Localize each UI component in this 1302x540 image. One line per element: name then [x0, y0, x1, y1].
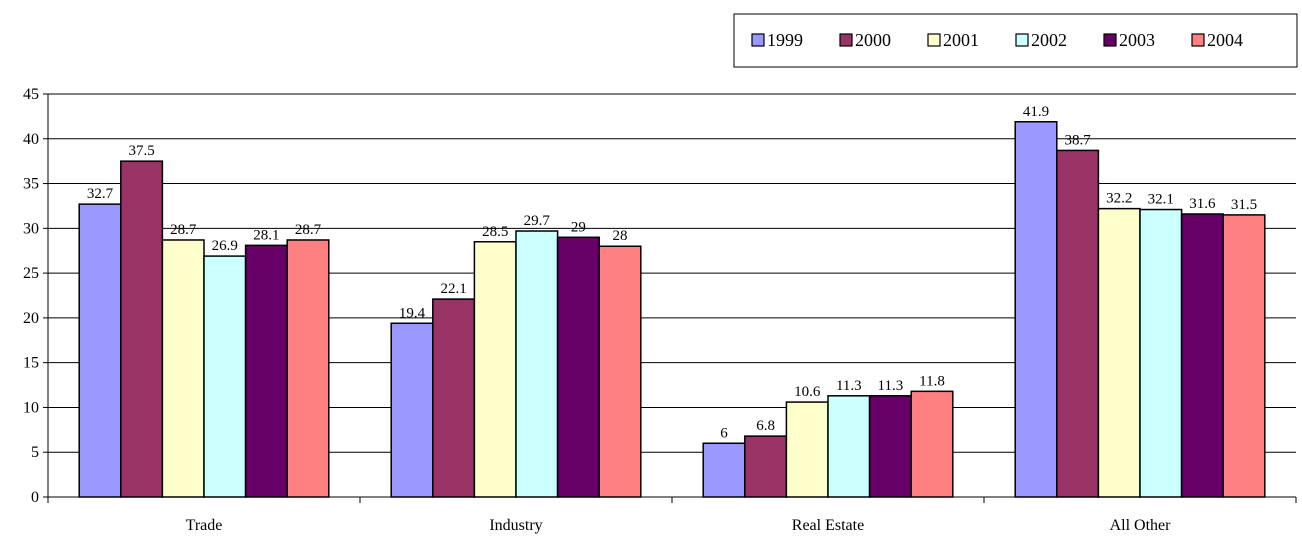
y-tick-label: 15: [23, 355, 39, 372]
legend-label: 2003: [1119, 30, 1155, 50]
bar: [1056, 149, 1100, 498]
legend-swatch: [751, 33, 765, 47]
bar: [161, 239, 205, 498]
category-label: Industry: [489, 517, 542, 534]
bar: [744, 435, 788, 498]
bar: [910, 390, 954, 498]
data-label: 28.7: [170, 222, 197, 238]
bar: [702, 442, 746, 498]
category-label: All Other: [1110, 517, 1172, 534]
y-tick-label: 5: [31, 444, 39, 461]
data-label: 32.7: [87, 186, 114, 202]
bar: [515, 230, 559, 498]
y-tick-label: 25: [23, 265, 39, 282]
data-label: 29.7: [524, 213, 551, 229]
data-label: 6: [720, 425, 728, 441]
bar: [598, 245, 642, 498]
data-label: 22.1: [440, 281, 466, 297]
bar: [286, 239, 330, 498]
data-label: 32.1: [1148, 192, 1174, 208]
legend-label: 2001: [943, 30, 979, 50]
legend-swatch: [927, 33, 941, 47]
legend-label: 1999: [767, 30, 803, 50]
data-label: 38.7: [1064, 132, 1091, 148]
data-labels: 32.7 37.5 28.7 26.9 28.1 28.7 19.4 22.1 28.5 29.7…: [87, 104, 1257, 442]
data-label: 28.5: [482, 224, 508, 240]
data-label: 32.2: [1106, 191, 1132, 207]
bar: [868, 395, 912, 498]
bar: [78, 203, 122, 498]
bar: [390, 322, 434, 498]
bar: [556, 236, 600, 498]
bar: [120, 160, 164, 498]
y-tick-label: 45: [23, 86, 39, 103]
data-label: 41.9: [1023, 104, 1049, 120]
category-label: Trade: [186, 517, 223, 534]
legend-label: 2004: [1207, 30, 1243, 50]
legend-swatch: [1191, 33, 1205, 47]
y-tick-label: 10: [23, 399, 39, 416]
legend-swatch: [839, 33, 853, 47]
data-label: 28.1: [253, 227, 279, 243]
data-label: 19.4: [399, 305, 426, 321]
bars: [78, 121, 1266, 498]
data-label: 11.3: [836, 378, 862, 394]
data-label: 28: [613, 228, 628, 244]
bar: [1222, 214, 1266, 498]
bar: [432, 298, 476, 498]
legend-swatch: [1103, 33, 1117, 47]
data-label: 37.5: [128, 143, 154, 159]
data-label: 6.8: [756, 418, 775, 434]
legend: 1999 2000 2001 2002 2003 2004: [733, 13, 1298, 68]
legend-swatch: [1015, 33, 1029, 47]
bar: [1139, 208, 1183, 498]
y-tick-label: 35: [23, 176, 39, 193]
data-label: 31.6: [1189, 196, 1216, 212]
bar: [473, 241, 517, 498]
bar: [1180, 213, 1224, 498]
category-label: Real Estate: [792, 517, 864, 534]
data-label: 11.8: [919, 373, 945, 389]
data-label: 26.9: [212, 238, 238, 254]
y-tick-label: 20: [23, 310, 39, 327]
bar: [785, 401, 829, 498]
bar: [203, 255, 247, 498]
y-tick-label: 40: [23, 131, 39, 148]
data-label: 31.5: [1231, 197, 1257, 213]
bar: [1014, 121, 1058, 498]
data-label: 10.6: [794, 384, 821, 400]
bar: [827, 395, 871, 498]
legend-label: 2002: [1031, 30, 1067, 50]
data-label: 11.3: [878, 378, 904, 394]
y-tick-label: 30: [23, 220, 39, 237]
data-label: 29: [571, 219, 586, 235]
axes: 0 5 10 15 20 25 30 35 40 45 Trade Industry Real Esta…: [23, 86, 1297, 534]
y-tick-label: 0: [31, 489, 39, 506]
bar: [244, 244, 288, 498]
data-label: 28.7: [295, 222, 322, 238]
bar: [1097, 207, 1141, 498]
legend-label: 2000: [855, 30, 891, 50]
